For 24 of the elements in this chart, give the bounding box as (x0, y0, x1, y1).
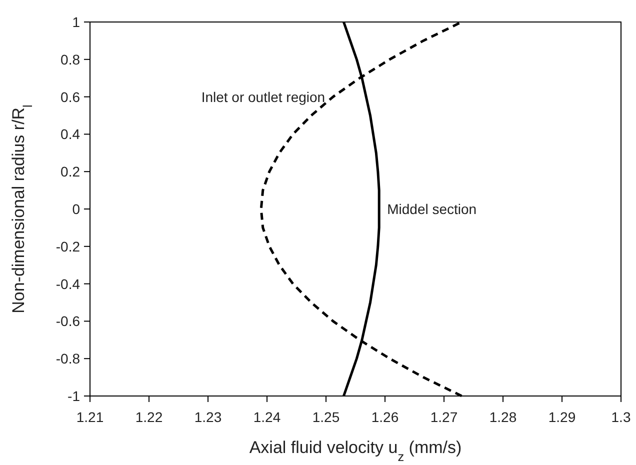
y-tick-label: 0 (72, 201, 80, 217)
y-tick-label: 0.6 (60, 88, 80, 105)
x-tick-label: 1.28 (489, 409, 517, 425)
y-tick-label: -0.4 (56, 276, 80, 292)
x-tick-label: 1.27 (430, 409, 458, 425)
x-axis-title: Axial fluid velocity u$_{z}$ (mm/s) (249, 438, 462, 464)
x-tick-label: 1.29 (548, 409, 576, 425)
y-tick-label: 0.8 (60, 51, 80, 68)
y-tick-label: 0.4 (60, 126, 80, 142)
x-tick-label: 1.22 (135, 409, 163, 425)
x-tick-label: 1.26 (371, 409, 399, 425)
y-tick-label: -0.2 (56, 238, 80, 254)
y-tick-label: -1 (68, 388, 80, 404)
x-tick-label: 1.21 (76, 409, 104, 425)
x-tick-label: 1.25 (312, 409, 340, 425)
x-tick-label: 1.23 (194, 409, 222, 425)
y-tick-label: 1 (72, 14, 80, 30)
series-label: Middel section (387, 201, 477, 217)
x-tick-label: 1.3 (611, 409, 631, 425)
y-tick-label: 0.2 (60, 164, 80, 180)
series-label: Inlet or outlet region (201, 88, 326, 105)
y-tick-label: -0.8 (56, 350, 80, 367)
x-tick-label: 1.24 (253, 409, 281, 425)
y-tick-label: -0.6 (56, 313, 80, 330)
